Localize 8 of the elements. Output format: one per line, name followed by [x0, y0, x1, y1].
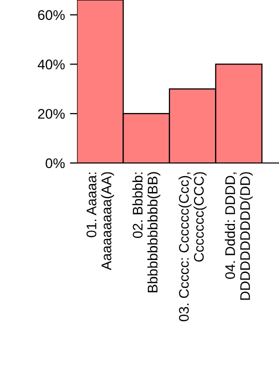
- x-tick-label: 03. Ccccc: Cccccc(Ccc), Ccccccc(CCC): [178, 172, 207, 322]
- y-tick-label: 60%: [38, 10, 65, 20]
- y-tick-label: 0%: [46, 158, 65, 168]
- x-tick-label: 02. Bbbbb: Bbbbbbbbbbbb(BB): [132, 172, 160, 292]
- x-tick-label: 01. Aaaaa: Aaaaaaaaa(AA): [86, 172, 114, 270]
- x-tick-label: 04. Dddd: DDDD, DDDDDDDDDD(DD): [224, 172, 253, 300]
- y-tick-label: 40%: [38, 60, 65, 70]
- y-tick-label: 20%: [38, 108, 65, 119]
